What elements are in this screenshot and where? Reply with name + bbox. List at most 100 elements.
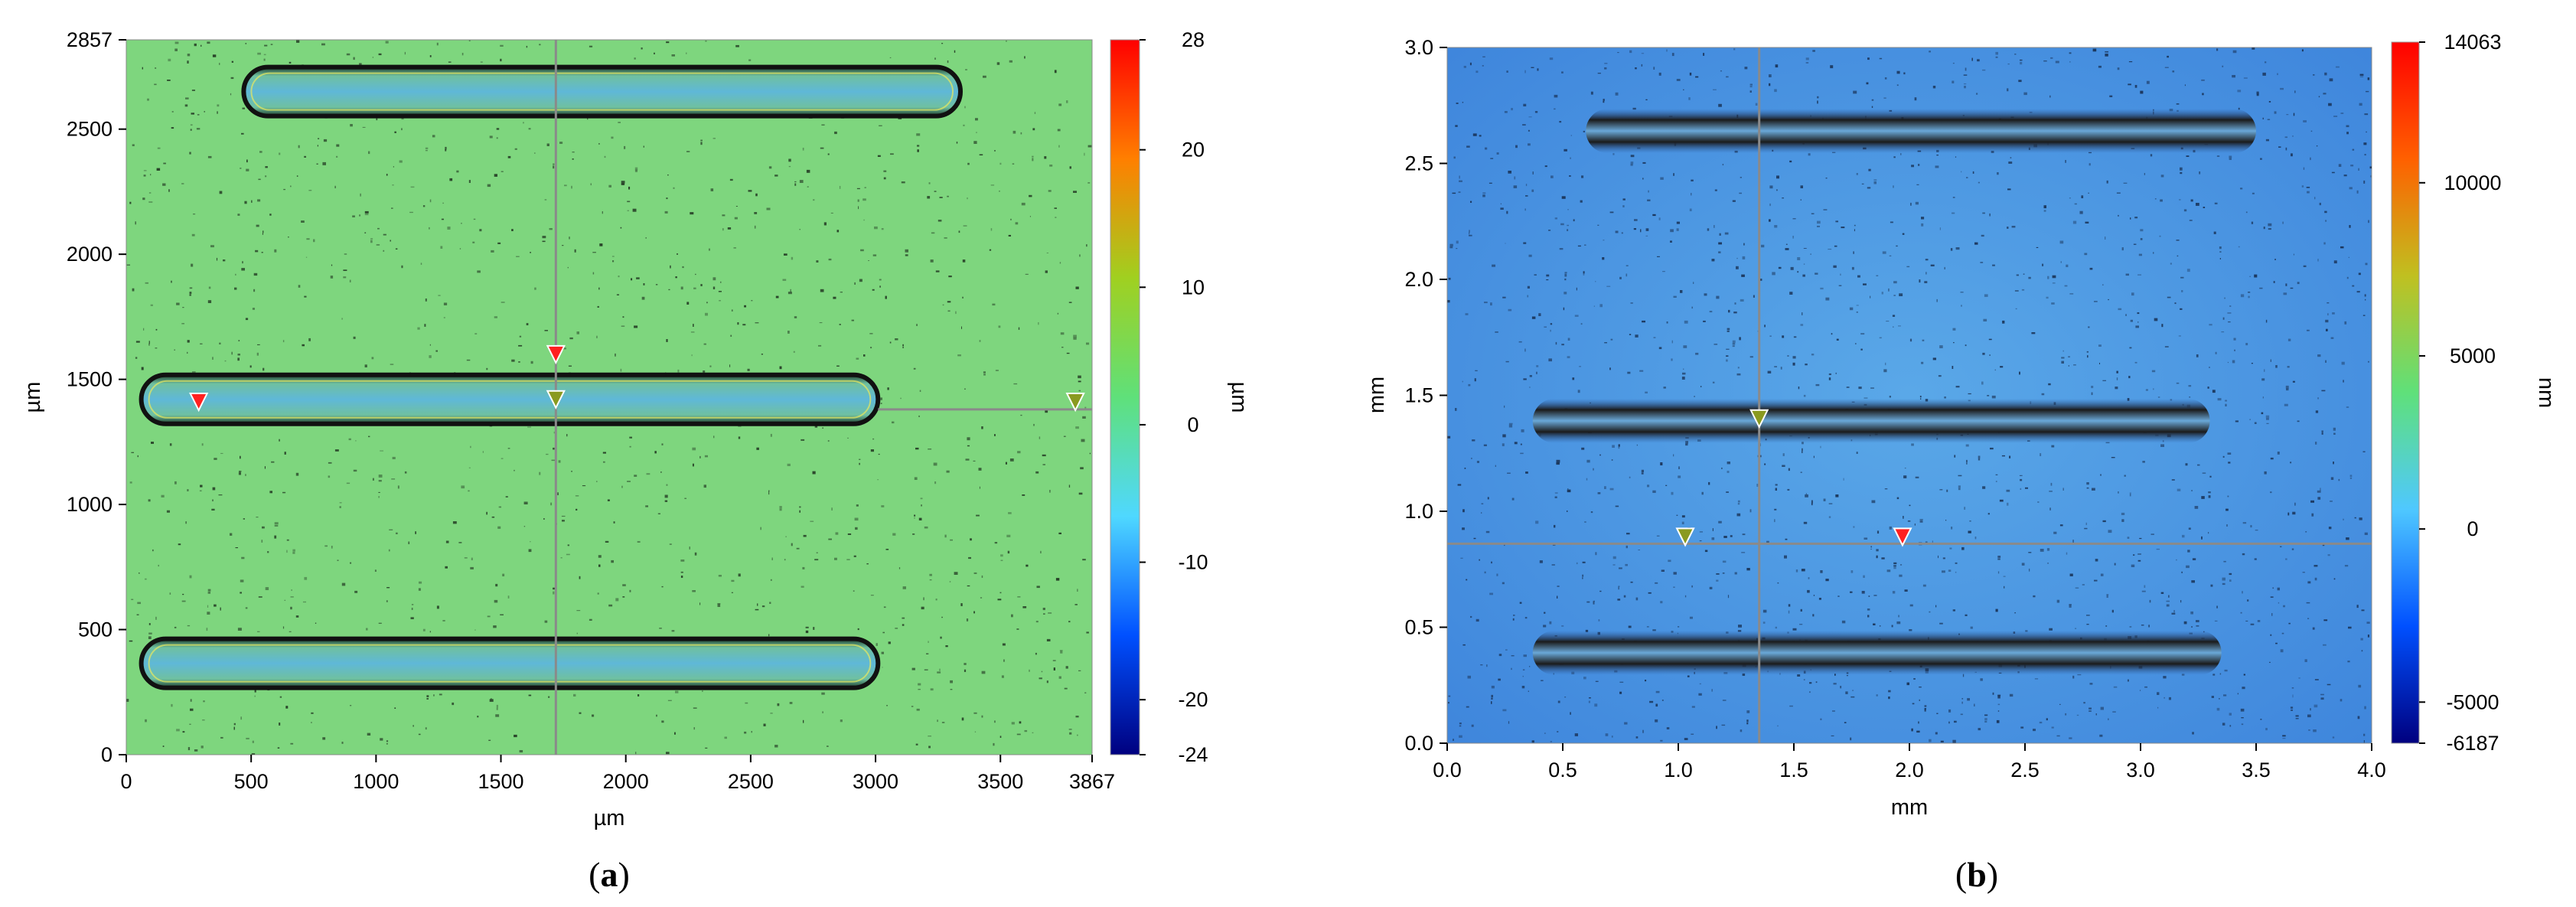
speckle (1964, 83, 1967, 85)
speckle (788, 158, 791, 162)
speckle (1567, 338, 1570, 341)
speckle (928, 746, 931, 749)
speckle (1952, 63, 1955, 64)
speckle (1952, 197, 1955, 198)
speckle (1749, 83, 1753, 86)
speckle (2295, 718, 2299, 719)
speckle (2123, 182, 2128, 184)
speckle (692, 463, 694, 467)
speckle (928, 182, 931, 184)
speckle (801, 439, 805, 441)
speckle (1483, 444, 1487, 446)
speckle (452, 521, 457, 524)
speckle (1035, 621, 1039, 623)
speckle (1684, 738, 1688, 740)
speckle (1046, 680, 1048, 684)
speckle (2140, 238, 2143, 240)
speckle (755, 322, 759, 324)
speckle (2189, 396, 2191, 398)
speckle (1834, 245, 1837, 247)
speckle (370, 238, 373, 240)
speckle (2262, 117, 2264, 119)
speckle (408, 541, 410, 544)
speckle (1661, 569, 1665, 572)
speckle (249, 365, 252, 368)
speckle (231, 60, 233, 63)
speckle (872, 289, 875, 291)
speckle (283, 188, 285, 191)
speckle (2033, 729, 2036, 732)
speckle (1962, 674, 1965, 677)
speckle (2222, 455, 2225, 458)
speckle (1544, 165, 1547, 168)
speckle (516, 256, 520, 257)
speckle (2051, 726, 2054, 729)
speckle (2197, 464, 2200, 466)
olive-marker (546, 390, 566, 410)
speckle (1466, 579, 1468, 581)
speckle (2086, 482, 2089, 485)
speckle (486, 367, 488, 370)
speckle (1919, 699, 1920, 701)
speckle (2346, 125, 2349, 128)
speckle (1691, 306, 1693, 309)
speckle (2061, 357, 2065, 359)
speckle (2249, 419, 2251, 420)
speckle (2327, 313, 2329, 316)
speckle (924, 669, 928, 670)
speckle (923, 597, 924, 601)
speckle (404, 51, 406, 55)
speckle (855, 527, 858, 530)
speckle (917, 145, 920, 147)
speckle (598, 143, 600, 145)
speckle (2115, 387, 2118, 390)
speckle (566, 553, 570, 556)
speckle (1609, 367, 1611, 370)
speckle (1726, 355, 1729, 357)
speckle (169, 592, 171, 595)
speckle (2153, 388, 2154, 390)
speckle (145, 578, 147, 580)
speckle (1625, 273, 1628, 277)
speckle (2232, 50, 2237, 54)
speckle (831, 507, 833, 511)
speckle (1914, 97, 1917, 101)
speckle (1020, 132, 1022, 135)
speckle (343, 269, 347, 271)
speckle (2133, 243, 2137, 245)
speckle (1935, 605, 1937, 608)
speckle (1508, 424, 1513, 428)
speckle (1550, 741, 1552, 742)
speckle (2298, 677, 2300, 679)
speckle (994, 542, 998, 544)
speckle (1590, 91, 1593, 95)
speckle (169, 443, 172, 446)
speckle (1490, 302, 1492, 306)
speckle (1577, 390, 1580, 393)
speckle (634, 325, 638, 328)
speckle (930, 688, 934, 691)
speckle (1009, 60, 1012, 63)
speckle (500, 58, 502, 62)
speckle (1885, 362, 1886, 366)
speckle (244, 201, 247, 204)
speckle (2356, 605, 2359, 608)
speckle (669, 543, 672, 545)
speckle (2151, 370, 2156, 373)
speckle (401, 265, 403, 269)
speckle (1967, 698, 1970, 701)
speckle (921, 606, 924, 610)
speckle (2344, 321, 2347, 325)
speckle (496, 704, 498, 708)
speckle (2229, 579, 2232, 582)
speckle (295, 472, 299, 476)
speckle (1564, 278, 1567, 281)
speckle (362, 126, 366, 128)
speckle (378, 475, 383, 478)
speckle (2089, 163, 2091, 166)
speckle (2323, 644, 2327, 646)
speckle (219, 342, 221, 344)
speckle (190, 129, 192, 131)
speckle (2167, 55, 2169, 58)
speckle (1464, 468, 1466, 469)
